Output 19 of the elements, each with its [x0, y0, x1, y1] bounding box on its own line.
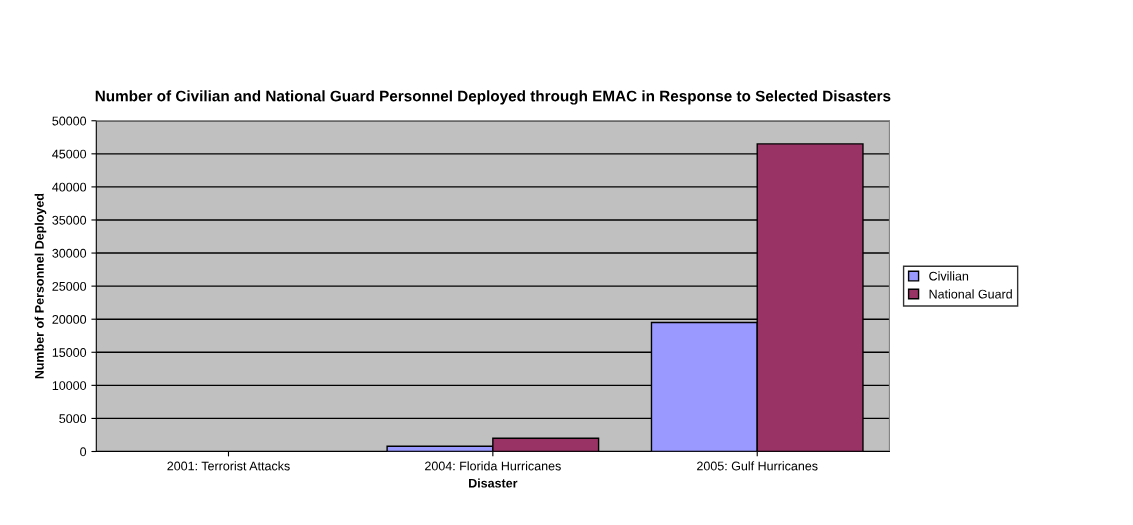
y-tick-label: 15000 [52, 348, 87, 357]
x-tick-label: 2001: Terrorist Attacks [167, 461, 290, 471]
y-tick-label: 35000 [52, 215, 87, 225]
y-tick-label: 50000 [52, 116, 87, 126]
y-axis-title: Number of Personnel Deployed [34, 193, 47, 379]
x-tick-label: 2004: Florida Hurricanes [425, 461, 561, 471]
x-axis-title: Disaster [469, 478, 518, 488]
y-tick-label: 10000 [52, 381, 87, 390]
y-tick-label: 30000 [52, 248, 87, 258]
legend-label: Civilian [929, 271, 969, 281]
legend-label: National Guard [929, 289, 1012, 299]
y-tick-label: 5000 [59, 414, 87, 424]
y-tick-label: 40000 [52, 182, 87, 192]
y-tick-label: 0 [80, 447, 87, 457]
y-tick-label: 25000 [52, 281, 87, 291]
chart-title: Number of Civilian and National Guard Personnel Deployed through EMAC in Response to Selected Disasters [95, 90, 891, 105]
y-tick-label: 20000 [52, 315, 87, 324]
y-tick-label: 45000 [52, 149, 87, 159]
x-tick-label: 2005: Gulf Hurricanes [697, 461, 818, 471]
